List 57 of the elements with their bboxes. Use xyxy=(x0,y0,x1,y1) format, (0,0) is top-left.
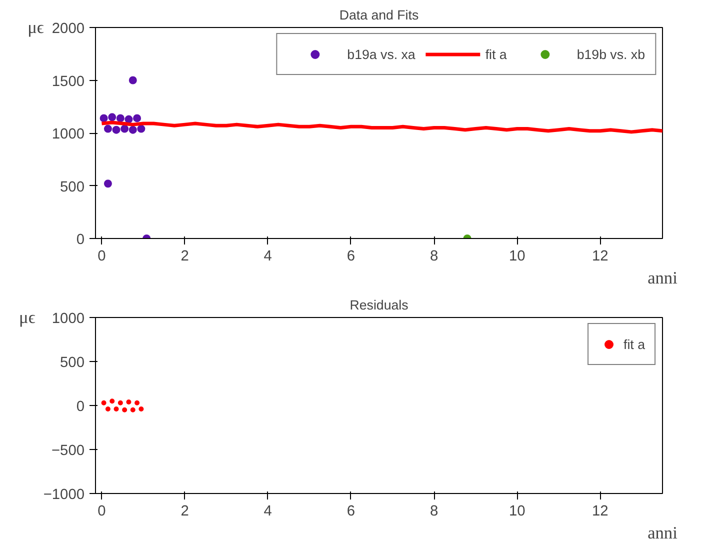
point xyxy=(105,406,110,412)
y-tick-label: 500 xyxy=(60,179,85,196)
y-axis-title: μϵ xyxy=(28,18,44,37)
line-series xyxy=(100,120,662,134)
y-tick-label: 0 xyxy=(76,232,85,248)
y-tick-label: 1500 xyxy=(52,74,85,90)
x-tick-label: 2 xyxy=(180,504,189,520)
x-tick-label: 0 xyxy=(98,248,106,264)
x-tick-label: 2 xyxy=(180,248,189,264)
point xyxy=(114,406,119,412)
point xyxy=(100,114,108,122)
point xyxy=(104,124,112,133)
point xyxy=(120,124,129,133)
x-tick-label: 6 xyxy=(346,248,356,264)
x-tick-label: 0 xyxy=(98,504,106,520)
y-tick-label: 1000 xyxy=(52,311,85,327)
point xyxy=(130,407,136,412)
y-tick-label: 500 xyxy=(60,355,85,371)
point xyxy=(118,400,123,406)
point xyxy=(101,400,106,406)
point xyxy=(133,114,142,122)
x-tick-label: 4 xyxy=(264,248,272,264)
point xyxy=(126,399,132,404)
legend-label: b19b vs. xb xyxy=(576,46,645,62)
point xyxy=(116,114,124,122)
point xyxy=(137,124,146,133)
y-tick-label: 1000 xyxy=(52,126,85,142)
y-axis-title: μϵ xyxy=(19,308,36,327)
point xyxy=(128,76,137,84)
x-axis-title: anni xyxy=(648,524,678,542)
point xyxy=(110,398,115,404)
x-tick-label: 8 xyxy=(430,504,438,520)
x-axis-title: anni xyxy=(648,268,678,288)
point xyxy=(124,115,133,124)
legend-label: b19a vs. xa xyxy=(347,46,416,62)
point xyxy=(108,113,116,122)
x-tick-label: 12 xyxy=(592,504,608,520)
point xyxy=(104,180,112,188)
y-tick-label: 2000 xyxy=(52,21,85,37)
legend-label: fit a xyxy=(485,46,507,62)
chart-title: Residuals xyxy=(350,298,409,312)
x-tick-label: 10 xyxy=(508,248,526,264)
point xyxy=(134,400,140,406)
y-tick-label: −500 xyxy=(51,443,85,459)
x-tick-label: 4 xyxy=(264,504,272,520)
point xyxy=(112,126,120,134)
x-tick-label: 8 xyxy=(430,248,438,264)
x-tick-label: 10 xyxy=(508,504,526,520)
point xyxy=(122,407,128,412)
y-tick-label: 0 xyxy=(76,399,85,415)
legend-label: fit a xyxy=(624,336,645,352)
y-tick-label: −1000 xyxy=(43,487,85,503)
x-tick-label: 12 xyxy=(592,248,608,264)
point xyxy=(138,406,144,412)
point xyxy=(128,126,137,134)
x-tick-label: 6 xyxy=(346,504,356,520)
chart-title: Data and Fits xyxy=(339,8,419,22)
